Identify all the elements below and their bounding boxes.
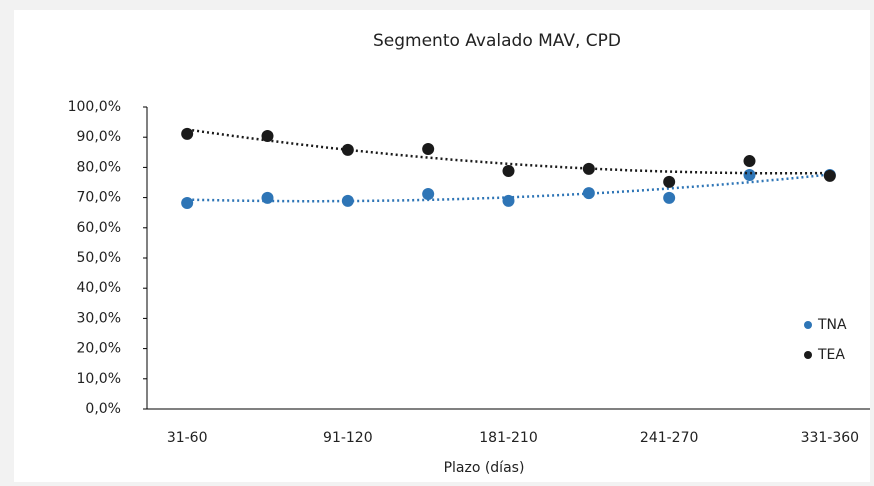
y-tick-label: 80,0% (77, 159, 121, 175)
data-point (582, 187, 595, 200)
legend-marker (804, 351, 812, 359)
y-tick-label: 60,0% (77, 220, 121, 236)
data-point (422, 142, 435, 155)
x-tick-label: 31-60 (167, 430, 208, 446)
x-tick-label: 331-360 (801, 430, 860, 446)
data-point (341, 143, 354, 156)
data-point (261, 129, 274, 142)
data-point (341, 194, 354, 207)
data-point (181, 197, 194, 210)
y-tick-label: 70,0% (77, 190, 121, 206)
legend-label: TNA (817, 317, 847, 333)
y-tick-label: 0,0% (85, 401, 121, 417)
y-tick-label: 40,0% (77, 280, 121, 296)
legend-marker (804, 321, 812, 329)
x-tick-label: 91-120 (323, 430, 373, 446)
data-point (743, 155, 756, 168)
data-point (502, 194, 515, 207)
legend-label: TEA (817, 347, 845, 363)
data-point (582, 162, 595, 175)
y-tick-label: 20,0% (77, 341, 121, 357)
chart-area (14, 10, 870, 482)
y-tick-label: 100,0% (68, 99, 121, 115)
y-tick-label: 90,0% (77, 129, 121, 145)
y-tick-label: 50,0% (77, 250, 121, 266)
chart-title: Segmento Avalado MAV, CPD (373, 31, 621, 51)
data-point (181, 127, 194, 140)
x-tick-label: 181-210 (479, 430, 538, 446)
data-point (422, 187, 435, 200)
data-point (743, 168, 756, 181)
data-point (663, 175, 676, 188)
y-tick-label: 30,0% (77, 310, 121, 326)
data-point (502, 165, 515, 178)
y-tick-label: 10,0% (77, 371, 121, 387)
data-point (823, 169, 836, 182)
x-axis-label: Plazo (días) (444, 460, 525, 476)
x-tick-label: 241-270 (640, 430, 699, 446)
data-point (261, 191, 274, 204)
data-point (663, 191, 676, 204)
